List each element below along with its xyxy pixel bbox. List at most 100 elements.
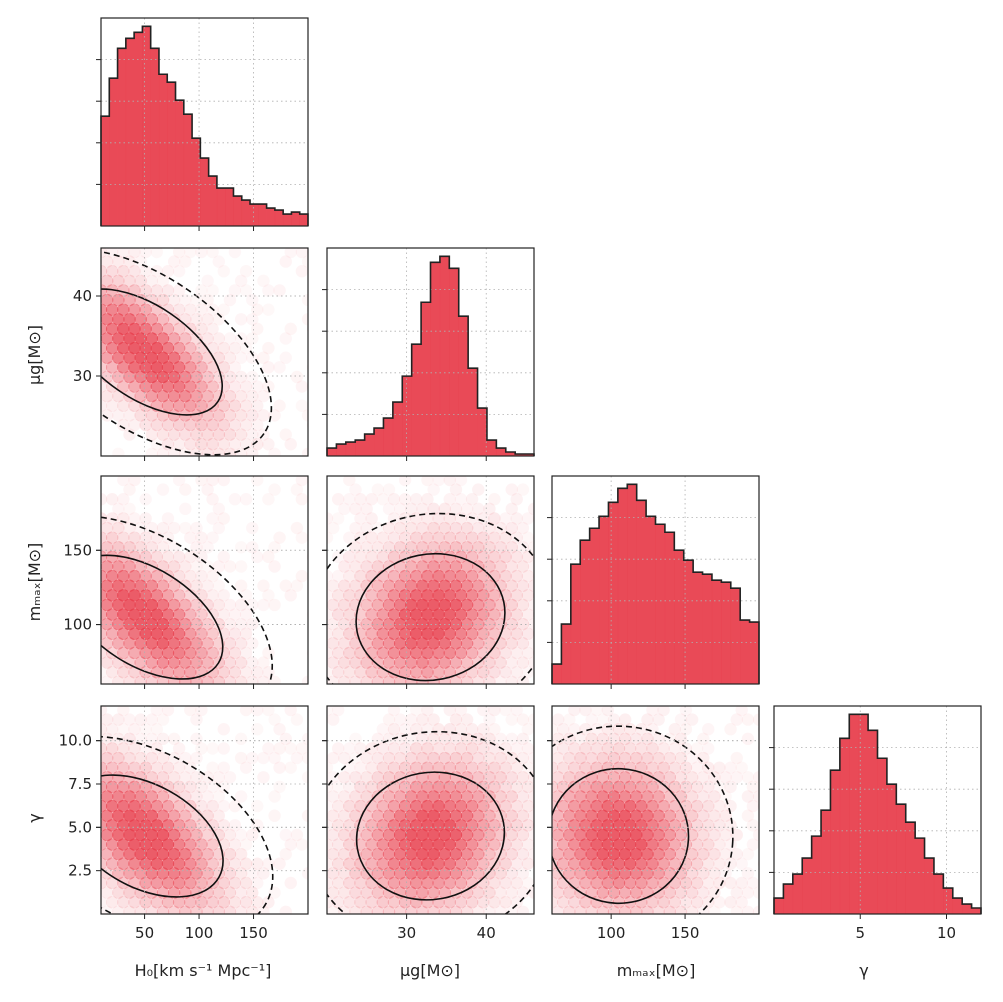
- density-cell: [212, 560, 225, 573]
- density-cell: [454, 589, 468, 602]
- density-cell: [465, 742, 479, 755]
- density-cell: [117, 627, 130, 640]
- x-tick-label-m_max: 150: [671, 924, 700, 942]
- density-cell: [746, 819, 759, 832]
- hist-bar: [749, 622, 760, 684]
- density-cell: [416, 617, 429, 631]
- density-cell: [251, 399, 264, 412]
- density-cell: [343, 819, 356, 832]
- density-cell: [228, 857, 242, 870]
- density-cell: [371, 790, 385, 803]
- density-cell: [635, 876, 648, 890]
- density-cell: [652, 847, 665, 861]
- density-cell: [228, 799, 242, 813]
- density-cell: [184, 361, 197, 374]
- density-cell: [172, 799, 186, 813]
- density-cell: [279, 255, 292, 268]
- density-cell: [117, 322, 130, 336]
- density-cell: [752, 713, 759, 726]
- density-cell: [360, 637, 373, 650]
- density-cell: [212, 828, 225, 842]
- density-cell: [279, 579, 292, 592]
- density-cell: [279, 905, 292, 914]
- density-cell: [697, 751, 710, 765]
- density-cell: [730, 828, 743, 842]
- density-cell: [290, 370, 304, 384]
- density-cell: [449, 675, 463, 684]
- density-cell: [172, 418, 186, 432]
- density-cell: [349, 828, 362, 842]
- density-cell: [338, 656, 351, 669]
- density-cell: [128, 589, 141, 602]
- density-cell: [145, 732, 159, 746]
- density-cell: [596, 809, 610, 822]
- density-cell: [371, 598, 385, 612]
- density-cell: [172, 666, 186, 679]
- density-cell: [568, 706, 581, 717]
- density-cell: [752, 771, 759, 784]
- density-cell: [105, 896, 119, 909]
- density-cell: [228, 627, 242, 640]
- density-cell: [465, 531, 479, 544]
- density-cell: [427, 579, 440, 592]
- density-cell: [472, 790, 485, 803]
- density-cell: [195, 284, 208, 297]
- density-cell: [601, 857, 614, 870]
- density-cell: [623, 799, 637, 813]
- density-cell: [145, 751, 159, 765]
- density-cell: [443, 476, 456, 487]
- hist-bar: [402, 376, 412, 456]
- hist-bar: [258, 204, 267, 226]
- density-cell: [449, 847, 463, 861]
- density-cell: [483, 713, 496, 726]
- density-cell: [454, 723, 468, 736]
- density-cell: [284, 438, 297, 451]
- density-cell: [223, 351, 237, 364]
- density-cell: [172, 322, 186, 336]
- density-cell: [234, 579, 248, 592]
- density-cell: [150, 838, 163, 851]
- density-cell: [596, 751, 610, 765]
- density-cell: [134, 828, 147, 842]
- density-cell: [284, 706, 297, 717]
- density-cell: [117, 646, 130, 660]
- density-cell: [719, 828, 732, 842]
- panels-layer: 50 100 150 30 40 100 150 5 1030401001502.55.07.5…: [59, 17, 982, 942]
- density-cell: [257, 675, 270, 684]
- density-cell: [432, 589, 445, 602]
- density-cell: [432, 857, 445, 870]
- density-cell: [184, 666, 197, 679]
- density-cell: [556, 857, 570, 870]
- density-cell: [338, 886, 351, 899]
- density-cell: [563, 809, 576, 822]
- density-cell: [195, 399, 208, 412]
- density-cell: [306, 325, 308, 333]
- density-cell: [101, 322, 108, 336]
- density-cell: [724, 723, 737, 736]
- density-cell: [527, 617, 534, 631]
- density-cell: [405, 828, 418, 842]
- density-cell: [145, 313, 159, 326]
- density-cell: [105, 666, 119, 679]
- density-cell: [212, 255, 225, 268]
- density-cell: [568, 838, 581, 851]
- density-cell: [117, 265, 130, 278]
- hist-bar: [216, 188, 226, 226]
- hist-bar: [802, 858, 812, 914]
- density-cell: [239, 646, 253, 660]
- density-cell: [212, 790, 225, 803]
- density-cell: [150, 627, 163, 640]
- ylabel-gamma: γ: [25, 813, 44, 822]
- density-cell: [123, 809, 136, 822]
- density-cell: [371, 771, 385, 784]
- density-cell: [585, 751, 598, 765]
- density-cell: [505, 809, 518, 822]
- density-cell: [228, 838, 242, 851]
- density-cell: [472, 598, 485, 612]
- density-cell: [427, 713, 440, 726]
- density-cell: [516, 732, 530, 746]
- density-cell: [201, 598, 214, 612]
- density-cell: [223, 428, 237, 441]
- density-cell: [217, 646, 230, 660]
- density-cell: [410, 723, 423, 736]
